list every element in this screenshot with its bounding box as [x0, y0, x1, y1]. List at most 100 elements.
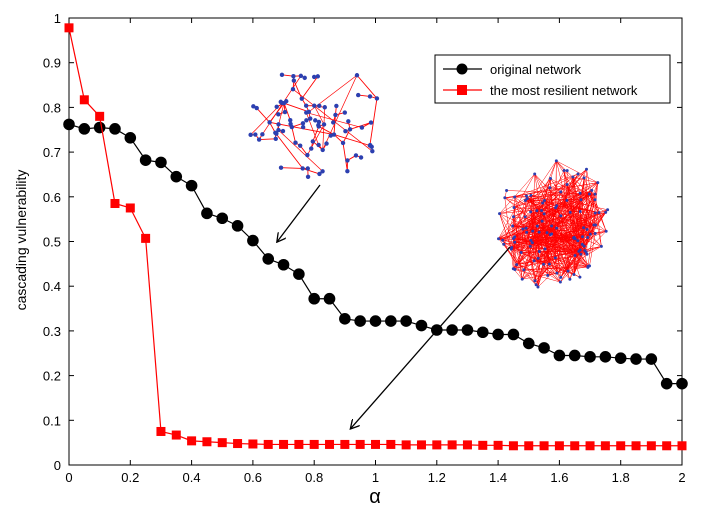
- data-point: [616, 441, 626, 451]
- data-point: [401, 440, 411, 450]
- network-edge: [567, 237, 575, 272]
- network-edge: [530, 211, 596, 226]
- axes: 0 0.2 0.4 0.6 0.8 1 1.2 1.4 1.6 1.8 2 0 0.1 0.2 0.3 0.4…: [43, 11, 686, 485]
- data-point: [492, 328, 504, 341]
- network-node: [535, 224, 539, 228]
- network-node: [562, 168, 566, 172]
- network-node: [587, 192, 591, 196]
- network-node: [511, 224, 515, 228]
- y-tick-label: 0.6: [43, 190, 61, 205]
- data-point: [155, 156, 167, 169]
- network-edge: [499, 202, 543, 214]
- network-node: [565, 198, 569, 202]
- network-node: [559, 214, 563, 218]
- network-node: [267, 120, 272, 125]
- data-point: [277, 258, 290, 271]
- network-node: [293, 140, 298, 145]
- network-node: [309, 146, 314, 151]
- data-point: [662, 441, 672, 451]
- network-node: [513, 235, 517, 239]
- data-point: [64, 23, 74, 33]
- network-edge: [513, 257, 556, 269]
- network-edge: [498, 238, 578, 242]
- network-node: [541, 201, 545, 205]
- network-node: [522, 268, 526, 272]
- network-node: [555, 226, 559, 230]
- data-point: [110, 199, 120, 209]
- network-edge: [499, 213, 537, 285]
- network-edge: [369, 98, 378, 146]
- network-node: [317, 103, 322, 109]
- data-point: [201, 207, 213, 220]
- network-node: [555, 204, 559, 208]
- y-tick-label: 0.8: [43, 100, 61, 115]
- network-node: [502, 242, 506, 246]
- network-node: [550, 224, 554, 228]
- network-edge: [526, 195, 538, 227]
- annotation-arrow-dense: [351, 246, 511, 428]
- data-point: [461, 324, 474, 336]
- data-point: [585, 441, 595, 451]
- network-node: [512, 206, 516, 210]
- data-point: [476, 326, 489, 339]
- network-node: [531, 229, 535, 233]
- network-node: [367, 94, 373, 99]
- data-point: [156, 426, 166, 436]
- network-node: [302, 75, 307, 81]
- network-edge: [513, 238, 533, 243]
- network-node: [501, 238, 505, 242]
- network-node: [260, 132, 265, 137]
- network-edge: [514, 212, 606, 243]
- network-node: [520, 277, 524, 281]
- network-insets: [248, 72, 610, 429]
- network-node: [345, 158, 350, 163]
- network-edge: [542, 176, 574, 204]
- network-edge: [583, 177, 591, 235]
- network-edge: [498, 178, 551, 239]
- network-node: [288, 117, 293, 123]
- network-node: [585, 227, 589, 231]
- y-tick-label: 0.4: [43, 279, 61, 294]
- network-edge: [274, 132, 304, 169]
- network-node: [505, 188, 509, 192]
- network-node: [548, 186, 552, 190]
- network-node: [304, 118, 309, 123]
- y-tick-label: 0: [54, 458, 61, 473]
- network-node: [578, 210, 582, 214]
- network-edge: [312, 126, 320, 142]
- data-point: [600, 441, 610, 451]
- network-node: [291, 78, 297, 83]
- network-node: [282, 109, 288, 115]
- data-point: [524, 441, 534, 451]
- network-node: [317, 171, 322, 177]
- y-tick-label: 0.1: [43, 413, 61, 428]
- network-node: [593, 232, 597, 236]
- network-node: [347, 127, 353, 132]
- network-edge: [535, 176, 574, 285]
- data-point: [124, 131, 137, 144]
- network-node: [555, 271, 559, 275]
- network-node: [254, 105, 259, 111]
- network-node: [584, 167, 588, 171]
- network-edge: [513, 173, 579, 269]
- network-edge: [498, 238, 512, 248]
- network-edge: [283, 103, 291, 121]
- network-edge: [292, 88, 373, 152]
- network-edge: [313, 105, 325, 125]
- network-node: [503, 196, 507, 200]
- network-edge: [302, 167, 320, 175]
- data-point: [539, 441, 549, 451]
- data-point: [570, 441, 580, 451]
- network-edge: [291, 127, 296, 143]
- network-node: [297, 143, 303, 148]
- data-point: [308, 292, 321, 305]
- y-tick-label: 0.7: [43, 145, 61, 160]
- network-edge: [318, 126, 335, 135]
- data-point: [416, 440, 426, 450]
- data-point: [248, 439, 258, 449]
- data-point: [385, 315, 397, 327]
- data-point: [109, 123, 121, 135]
- network-node: [592, 223, 596, 227]
- y-tick-label: 0.9: [43, 56, 61, 71]
- data-point: [645, 353, 658, 365]
